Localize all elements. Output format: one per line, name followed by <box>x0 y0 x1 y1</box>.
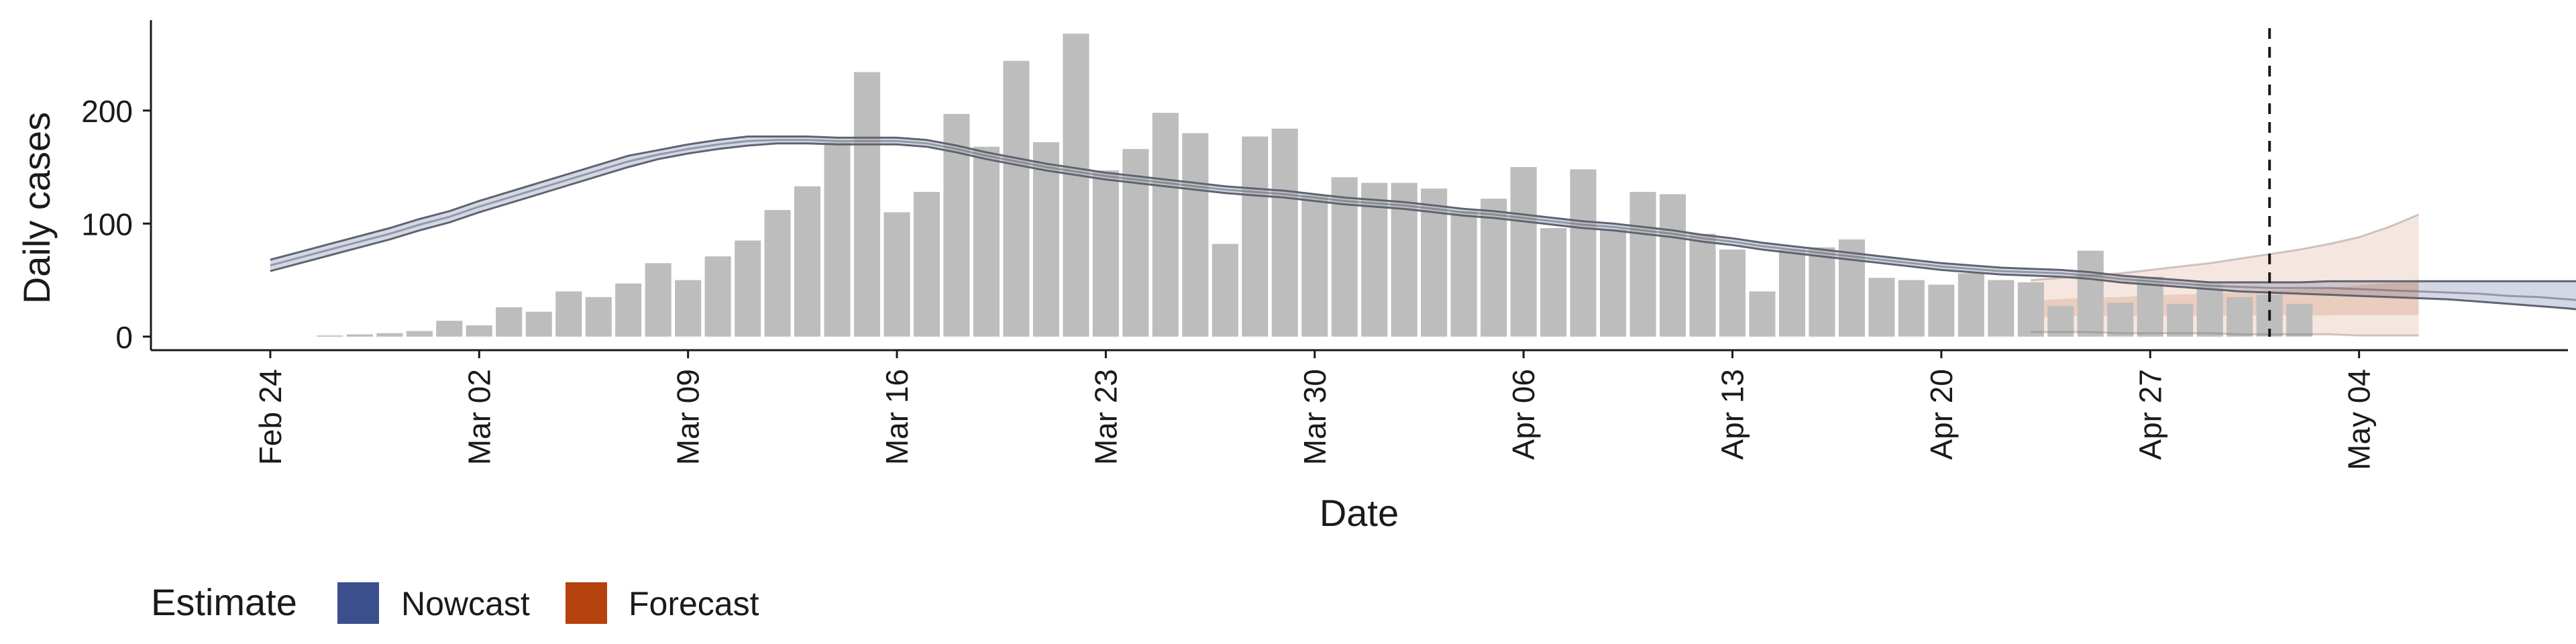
y-tick-label: 200 <box>81 94 133 129</box>
bar <box>883 212 910 337</box>
bar <box>1271 128 1298 337</box>
bar <box>824 142 851 337</box>
estimate-lines <box>270 136 2576 337</box>
bar <box>1212 244 1238 337</box>
bar <box>1898 280 1925 337</box>
legend-swatch-nowcast <box>337 582 379 624</box>
bar <box>406 331 433 337</box>
bar <box>1301 195 1328 337</box>
bar <box>854 72 881 337</box>
bar <box>376 333 403 337</box>
band-nowcast <box>270 136 2576 310</box>
bar <box>1152 113 1179 337</box>
bar <box>1361 182 1388 337</box>
bar <box>1600 229 1627 337</box>
legend: Estimate Nowcast Forecast <box>151 581 759 624</box>
y-tick-label: 100 <box>81 207 133 241</box>
band-edge-forecast <box>2031 213 2420 281</box>
bar <box>645 263 672 337</box>
x-tick-label: Mar 16 <box>879 369 914 465</box>
x-axis-title: Date <box>1320 492 1399 534</box>
bar <box>735 240 761 337</box>
bar <box>1809 247 1835 337</box>
bar <box>1540 228 1567 337</box>
bar <box>2167 303 2194 337</box>
bar <box>1928 284 1955 337</box>
bar <box>675 280 702 337</box>
band-edge-nowcast <box>270 136 2576 284</box>
bar <box>496 307 523 337</box>
x-tick-label: Apr 20 <box>1924 369 1959 460</box>
bar <box>555 291 582 337</box>
bar <box>1570 169 1597 337</box>
bar <box>2107 303 2134 337</box>
bar <box>1063 34 1089 337</box>
bar <box>1510 167 1537 337</box>
legend-title: Estimate <box>151 581 297 623</box>
bar <box>1629 192 1656 337</box>
bar <box>2196 282 2223 337</box>
bar <box>1778 250 1805 337</box>
bar <box>1182 133 1209 337</box>
bar <box>317 335 343 337</box>
band-edge-nowcast <box>270 142 2576 311</box>
axes <box>150 20 2568 352</box>
bar <box>2286 303 2313 337</box>
bar <box>2137 276 2163 337</box>
x-tick-label: Mar 02 <box>462 369 496 465</box>
bar <box>1988 280 2015 337</box>
bar <box>1660 194 1686 337</box>
bar <box>1957 273 1984 337</box>
x-tick-label: Apr 06 <box>1506 369 1541 460</box>
x-tick-label: Mar 23 <box>1088 369 1123 465</box>
legend-label-nowcast: Nowcast <box>401 585 530 623</box>
bar <box>615 283 642 337</box>
bar <box>436 321 463 337</box>
bar <box>794 186 821 337</box>
band-edge-forecast <box>2031 331 2419 337</box>
x-tick-label: Mar 30 <box>1297 369 1332 465</box>
bar <box>704 256 731 337</box>
bar <box>1092 170 1119 337</box>
x-tick-label: Feb 24 <box>253 369 288 465</box>
bar <box>2226 297 2253 337</box>
bar <box>525 311 552 337</box>
bar <box>2047 306 2074 337</box>
y-tick-label: 0 <box>115 320 133 355</box>
bar <box>2017 282 2044 337</box>
bar <box>1749 291 1776 337</box>
x-tick-label: Apr 27 <box>2133 369 2167 460</box>
bar <box>1032 142 1059 337</box>
bar <box>1003 60 1030 337</box>
axis-ticks: 0 100 200 Feb 24 Mar 02 Mar 09 Mar 16 Mar 23 Mar… <box>81 94 2376 470</box>
bar <box>1719 250 1746 337</box>
bar <box>346 334 373 337</box>
bars-group <box>317 34 2313 337</box>
bar <box>1242 136 1269 337</box>
bar <box>2077 250 2104 337</box>
bar <box>466 325 492 337</box>
x-tick-label: Apr 13 <box>1715 369 1750 460</box>
bar <box>973 146 1000 337</box>
bar <box>1868 278 1895 337</box>
bar <box>913 192 940 337</box>
legend-swatch-forecast <box>566 582 607 624</box>
line-nowcast <box>270 139 2576 301</box>
bar <box>764 210 791 337</box>
bar <box>1450 211 1477 337</box>
x-tick-label: May 04 <box>2342 369 2377 470</box>
y-axis-title: Daily cases <box>15 112 58 304</box>
x-tick-label: Mar 09 <box>671 369 706 465</box>
bar <box>1481 199 1507 337</box>
legend-label-forecast: Forecast <box>629 585 759 623</box>
bar <box>1689 233 1716 337</box>
bar <box>585 297 612 337</box>
